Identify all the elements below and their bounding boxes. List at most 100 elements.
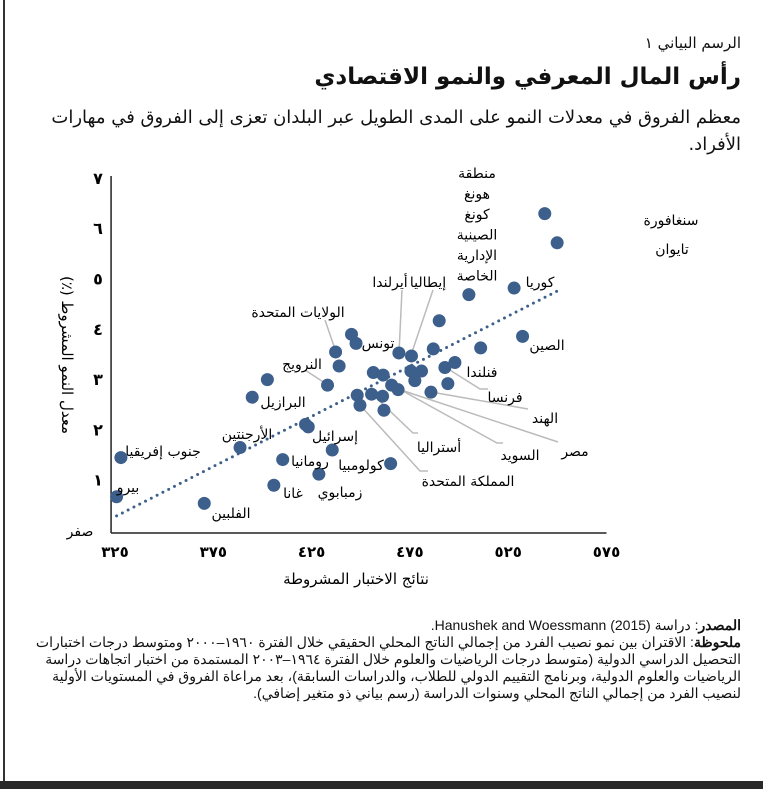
point-label: كولومبيا — [338, 458, 384, 474]
data-point — [408, 374, 422, 388]
y-tick-label: ٢ — [93, 420, 103, 439]
data-point — [392, 346, 406, 360]
point-label: المملكة المتحدة — [422, 474, 515, 490]
note-line: ملحوظة: الاقتران بين نمو نصيب الفرد من إ… — [16, 634, 741, 702]
data-point — [301, 420, 315, 434]
x-tick-label: ٥٧٥ — [593, 543, 620, 561]
point-label: أستراليا — [417, 438, 461, 456]
data-point — [350, 388, 364, 402]
point-label: غانا — [283, 486, 303, 502]
point-label: الصين — [529, 338, 564, 354]
point-label: تونس — [362, 336, 395, 352]
leader-line — [430, 391, 529, 410]
data-point — [353, 398, 367, 412]
data-point — [365, 387, 379, 401]
chart-title: رأس المال المعرفي والنمو الاقتصادي — [314, 64, 741, 90]
data-point — [312, 467, 326, 481]
source-label: المصدر — [698, 617, 742, 633]
point-label: إيطاليا — [410, 275, 446, 291]
data-point — [276, 453, 290, 467]
frame-bottom-bar — [0, 781, 763, 789]
data-point — [414, 364, 428, 378]
data-point — [267, 478, 281, 492]
data-point — [507, 281, 521, 295]
leader-line — [359, 404, 428, 472]
source-text: : دراسة (2015) Hanushek and Woessmann. — [430, 617, 699, 633]
point-label: الهند — [532, 411, 558, 427]
data-point — [404, 349, 418, 363]
data-point — [424, 385, 438, 399]
footer-notes: المصدر: دراسة (2015) Hanushek and Woessm… — [16, 617, 741, 702]
data-point — [377, 403, 391, 417]
source-line: المصدر: دراسة (2015) Hanushek and Woessm… — [16, 617, 741, 634]
y-tick-label: ٣ — [93, 370, 103, 389]
data-point — [462, 288, 476, 302]
point-label: تايوان — [655, 242, 689, 258]
data-point — [321, 378, 335, 392]
point-label: زمبابوي — [318, 485, 363, 501]
point-label: الفلبين — [212, 506, 251, 522]
chart-subtitle: معظم الفروق في معدلات النمو على المدى ال… — [51, 107, 741, 155]
data-point — [110, 490, 124, 504]
data-point — [366, 366, 380, 380]
data-point — [233, 441, 247, 455]
data-point — [376, 389, 390, 403]
data-point — [550, 236, 564, 250]
data-point — [474, 341, 488, 355]
point-label: بيرو — [116, 480, 140, 496]
point-label: سنغافورة — [644, 213, 699, 229]
data-point — [391, 383, 405, 397]
frame-border — [3, 0, 5, 789]
leader-line — [397, 388, 559, 443]
point-label: كوريا — [526, 275, 555, 291]
x-tick-label: ٥٢٥ — [494, 543, 521, 561]
point-label: رومانيا — [291, 454, 329, 470]
point-label-hong-kong: منطقة هونغ كونغ الصينية الإدارية الخاصة — [457, 166, 498, 285]
data-point — [438, 361, 452, 375]
trend-line — [115, 289, 559, 518]
y-tick-label: ٧ — [93, 169, 103, 188]
point-label: جنوب إفريقيا — [125, 444, 201, 460]
data-point — [245, 390, 259, 404]
point-label: الولايات المتحدة — [251, 305, 344, 321]
point-label: الأرجنتين — [222, 425, 273, 443]
data-point — [332, 359, 346, 373]
x-tick-label: ٣٢٥ — [101, 543, 128, 561]
data-point — [538, 207, 552, 221]
data-point — [441, 377, 455, 391]
leader-line — [410, 289, 434, 356]
point-label: النرويج — [282, 357, 322, 373]
leader-line — [398, 289, 403, 354]
x-tick-label: ٣٧٥ — [200, 543, 227, 561]
leader-line — [391, 384, 503, 444]
note-label: ملحوظة — [693, 634, 741, 650]
data-point — [516, 329, 530, 343]
figure-number: الرسم البياني ١ — [644, 34, 741, 52]
data-point — [329, 345, 343, 359]
data-point — [114, 451, 128, 465]
y-axis-label: معدل النمو المشروط (٪) — [58, 276, 76, 434]
leader-line — [444, 366, 488, 390]
data-point — [260, 373, 274, 387]
data-point — [432, 314, 446, 328]
point-label: فرنسا — [487, 390, 522, 406]
point-label: أيرلندا — [372, 273, 407, 291]
y-tick-label: صفر — [66, 524, 94, 540]
data-point — [384, 457, 398, 471]
point-label: إسرائيل — [312, 429, 358, 445]
data-point — [349, 336, 363, 350]
data-point — [376, 368, 390, 382]
point-label: السويد — [500, 448, 539, 464]
point-label: مصر — [560, 444, 588, 460]
y-tick-label: ٤ — [93, 320, 103, 339]
y-tick-label: ٦ — [93, 219, 103, 238]
point-label: البرازيل — [260, 395, 305, 411]
data-point — [197, 496, 211, 510]
point-label: فنلندا — [466, 365, 497, 381]
data-point — [426, 342, 440, 356]
y-tick-label: ٥ — [93, 270, 103, 289]
data-point — [448, 356, 462, 370]
data-point — [325, 443, 339, 457]
